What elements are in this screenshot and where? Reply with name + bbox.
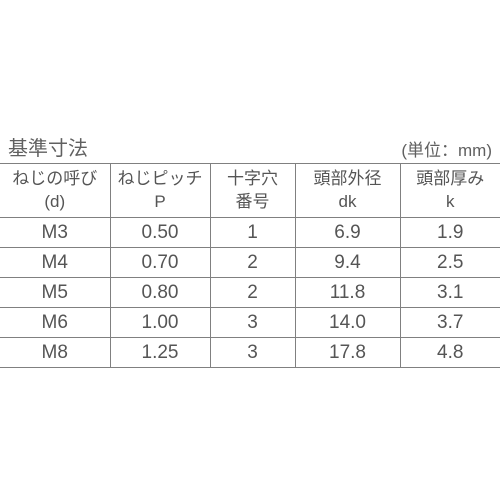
cell: 1.9 bbox=[400, 218, 500, 248]
cell: M8 bbox=[0, 338, 110, 368]
table-header-row: ねじの呼び (d) ねじピッチ P 十字穴 番号 頭部外径 dk 頭部厚み k bbox=[0, 164, 500, 218]
table-title: 基準寸法 bbox=[8, 132, 88, 161]
col-header-line2: dk bbox=[339, 192, 357, 211]
col-header-dk: 頭部外径 dk bbox=[295, 164, 400, 218]
col-header-line1: 十字穴 bbox=[227, 169, 278, 188]
header-row: 基準寸法 (単位：mm) bbox=[0, 132, 500, 161]
table-row: M3 0.50 1 6.9 1.9 bbox=[0, 218, 500, 248]
cell: M3 bbox=[0, 218, 110, 248]
cell: M6 bbox=[0, 308, 110, 338]
cell: 3.7 bbox=[400, 308, 500, 338]
col-header-cross: 十字穴 番号 bbox=[210, 164, 295, 218]
cell: 1.00 bbox=[110, 308, 210, 338]
col-header-line1: 頭部厚み bbox=[416, 169, 484, 188]
cell: M5 bbox=[0, 278, 110, 308]
cell: 3 bbox=[210, 308, 295, 338]
cell: 0.70 bbox=[110, 248, 210, 278]
cell: 2.5 bbox=[400, 248, 500, 278]
cell: 3.1 bbox=[400, 278, 500, 308]
col-header-pitch: ねじピッチ P bbox=[110, 164, 210, 218]
cell: 14.0 bbox=[295, 308, 400, 338]
table-row: M8 1.25 3 17.8 4.8 bbox=[0, 338, 500, 368]
col-header-line2: 番号 bbox=[236, 192, 270, 211]
table-row: M6 1.00 3 14.0 3.7 bbox=[0, 308, 500, 338]
col-header-k: 頭部厚み k bbox=[400, 164, 500, 218]
cell: 9.4 bbox=[295, 248, 400, 278]
cell: M4 bbox=[0, 248, 110, 278]
col-header-name: ねじの呼び (d) bbox=[0, 164, 110, 218]
cell: 11.8 bbox=[295, 278, 400, 308]
cell: 3 bbox=[210, 338, 295, 368]
col-header-line2: P bbox=[154, 192, 165, 211]
table-row: M5 0.80 2 11.8 3.1 bbox=[0, 278, 500, 308]
col-header-line2: (d) bbox=[44, 192, 65, 211]
cell: 0.50 bbox=[110, 218, 210, 248]
cell: 6.9 bbox=[295, 218, 400, 248]
cell: 1.25 bbox=[110, 338, 210, 368]
unit-label: (単位：mm) bbox=[401, 136, 492, 161]
table-container: 基準寸法 (単位：mm) ねじの呼び (d) ねじピッチ P 十字穴 番号 頭部… bbox=[0, 132, 500, 368]
cell: 2 bbox=[210, 278, 295, 308]
cell: 17.8 bbox=[295, 338, 400, 368]
cell: 4.8 bbox=[400, 338, 500, 368]
col-header-line2: k bbox=[446, 192, 455, 211]
col-header-line1: 頭部外径 bbox=[314, 169, 382, 188]
dimensions-table: ねじの呼び (d) ねじピッチ P 十字穴 番号 頭部外径 dk 頭部厚み k … bbox=[0, 163, 500, 368]
col-header-line1: ねじピッチ bbox=[118, 169, 203, 188]
cell: 0.80 bbox=[110, 278, 210, 308]
table-row: M4 0.70 2 9.4 2.5 bbox=[0, 248, 500, 278]
cell: 1 bbox=[210, 218, 295, 248]
cell: 2 bbox=[210, 248, 295, 278]
col-header-line1: ねじの呼び bbox=[12, 169, 97, 188]
